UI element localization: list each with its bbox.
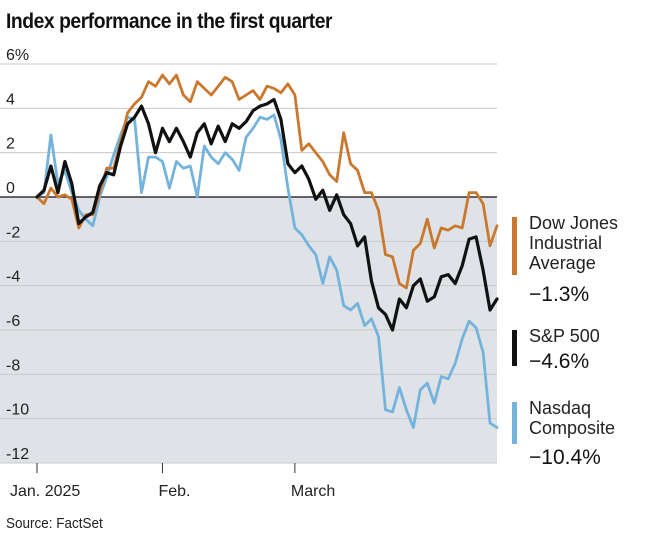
sp500-change: −4.6%: [529, 350, 590, 373]
dow-jones-label: Dow Jones Industrial Average: [529, 213, 619, 273]
y-tick-label-4: -2: [6, 224, 20, 241]
series-line-nasdaq-composite: [35, 113, 499, 429]
y-tick-label-5: -4: [6, 269, 20, 286]
y-tick-label-1: 4: [6, 91, 15, 108]
x-axis-ticks: Jan. 2025 Feb. March: [10, 463, 335, 500]
y-tick-label-6: -6: [6, 313, 20, 330]
y-axis-tick-labels: 6% 4 2 0 -2 -4 -6 -8 -10 -12: [6, 47, 29, 463]
y-tick-label-2: 2: [6, 136, 15, 153]
chart-title: Index performance in the first quarter: [6, 10, 333, 33]
series-lines: [35, 73, 499, 429]
sp500-swatch: [512, 330, 517, 366]
dow-jones-change: −1.3%: [529, 283, 590, 306]
series-line-s-p-500: [35, 97, 499, 332]
source-note: Source: FactSet: [6, 515, 103, 532]
y-tick-label-9: -12: [6, 446, 29, 463]
x-tick-label-1: Feb.: [158, 483, 190, 500]
y-tick-label-0: 6%: [6, 47, 29, 64]
nasdaq-change: −10.4%: [529, 446, 601, 469]
nasdaq-swatch: [512, 402, 517, 444]
nasdaq-label: Nasdaq Composite: [529, 398, 616, 438]
x-tick-label-2: March: [291, 483, 335, 500]
y-tick-label-3: 0: [6, 180, 15, 197]
dow-jones-swatch: [512, 217, 517, 275]
sp500-label: S&P 500: [529, 326, 600, 346]
x-tick-label-0: Jan. 2025: [10, 483, 80, 500]
y-tick-label-8: -10: [6, 402, 29, 419]
y-tick-label-7: -8: [6, 357, 20, 374]
